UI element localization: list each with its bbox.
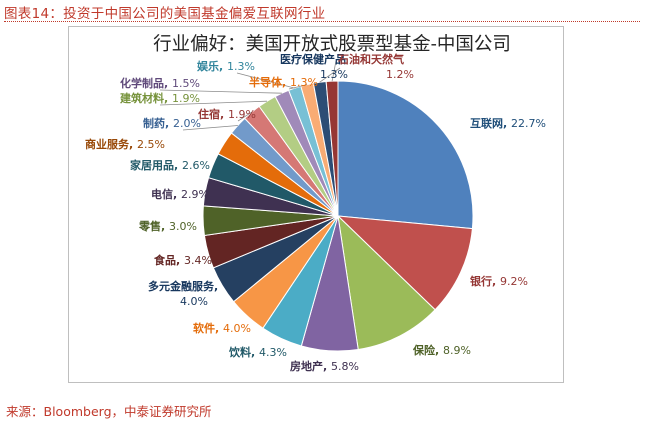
chart-title: 行业偏好：美国开放式股票型基金-中国公司 [153, 34, 511, 55]
leader-line-19 [319, 67, 341, 83]
slice-label-name: 银行, [470, 274, 500, 288]
pie-chart: 行业偏好：美国开放式股票型基金-中国公司 互联网, 22.7% 银行, 9.2% 保… [85, 34, 546, 373]
slice-label-14: 住宿, 1.9% [198, 107, 256, 121]
slice-label-name: 软件, [193, 321, 223, 335]
slice-label-13: 制药, 2.0% [143, 116, 201, 130]
slice-label-name: 石油和天然气 [337, 52, 404, 66]
slice-label-value: 2.9% [181, 188, 209, 201]
slice-label-10: 电信, 2.9% [151, 187, 209, 201]
slice-label-value: 4.0% [223, 322, 251, 335]
slice-label-name: 房地产, [290, 359, 331, 373]
slice-label-20: 石油和天然气 1.2% [337, 52, 414, 81]
leader-line-20 [331, 60, 337, 82]
chart-frame [68, 26, 564, 383]
slice-labels: 互联网, 22.7%银行, 9.2%保险, 8.9%房地产, 5.8%饮料, 4… [85, 52, 546, 373]
slice-label-name: 零售, [138, 219, 169, 233]
slice-label-value: 4.3% [259, 346, 287, 359]
slice-label-5: 饮料, 4.3% [228, 345, 287, 359]
slice-label-name: 保险, [412, 343, 443, 357]
slice-label-value: 8.9% [443, 344, 471, 357]
slice-label-value: 3.0% [169, 220, 197, 233]
slice-label-3: 保险, 8.9% [412, 343, 471, 357]
slice-label-17: 娱乐, 1.3% [197, 59, 255, 73]
slice-label-value: 22.7% [511, 117, 546, 130]
slice-label-name: 电信, [151, 187, 181, 201]
slice-label-value: 1.9% [172, 92, 200, 105]
slice-label-name: 建筑材料, [120, 91, 172, 105]
pie-slice-1 [337, 80, 474, 230]
slice-label-name: 化学制品, [120, 76, 172, 90]
slice-label-value: 1.3% [290, 76, 318, 89]
slice-label-1: 互联网, 22.7% [470, 116, 546, 130]
slice-label-value: 1.3% [320, 68, 348, 81]
slice-label-value: 1.5% [172, 77, 200, 90]
slice-label-value: 5.8% [331, 360, 359, 373]
source-note: 来源：Bloomberg，中泰证券研究所 [6, 404, 212, 419]
slice-label-value: 3.4% [184, 254, 212, 267]
leader-line-15 [159, 100, 268, 106]
pie-slice-20 [325, 80, 339, 217]
leader-line-18 [288, 84, 308, 90]
slice-label-15: 建筑材料, 1.9% [120, 91, 200, 105]
slice-label-16: 化学制品, 1.5% [120, 76, 200, 90]
leader-line-14 [237, 111, 253, 122]
slice-label-value: 4.0% [180, 295, 208, 308]
pie-slices [202, 80, 474, 352]
slice-label-name: 制药, [143, 116, 173, 130]
leader-line-16 [159, 89, 282, 94]
slice-label-9: 零售, 3.0% [138, 219, 197, 233]
slice-label-4: 房地产, 5.8% [290, 359, 359, 373]
title-divider [4, 21, 640, 22]
slice-label-2: 银行, 9.2% [470, 274, 528, 288]
slice-label-name: 医疗保健产品 [280, 52, 346, 66]
slice-label-12: 商业服务, 2.5% [85, 137, 165, 151]
slice-label-value: 2.0% [173, 117, 201, 130]
figure-title: 图表14：投资于中国公司的美国基金偏爱互联网行业 [4, 6, 326, 22]
slice-label-name: 家居用品, [130, 158, 182, 172]
leader-line-13 [182, 125, 238, 131]
leader-lines [159, 60, 341, 131]
slice-label-value: 2.5% [137, 138, 165, 151]
slice-label-name: 多元金融服务, [148, 279, 218, 293]
slice-label-value: 9.2% [500, 275, 528, 288]
slice-label-19: 医疗保健产品 1.3% [280, 52, 348, 81]
slice-label-value: 1.9% [228, 108, 256, 121]
slice-label-name: 半导体, [249, 75, 290, 89]
slice-label-6: 软件, 4.0% [193, 321, 251, 335]
slice-label-name: 商业服务, [85, 137, 137, 151]
slice-label-7: 多元金融服务, 4.0% [148, 279, 218, 308]
pie-slice-3 [337, 214, 436, 351]
leader-line-17 [236, 72, 295, 89]
slice-label-8: 食品, 3.4% [154, 253, 212, 267]
slice-label-11: 家居用品, 2.6% [130, 158, 210, 172]
slice-label-name: 饮料, [228, 345, 259, 359]
slice-label-18: 半导体, 1.3% [249, 75, 318, 89]
slice-label-name: 娱乐, [197, 59, 227, 73]
slice-label-name: 食品, [154, 253, 184, 267]
slice-label-value: 1.3% [227, 60, 255, 73]
slice-label-value: 2.6% [182, 159, 210, 172]
slice-label-value: 1.2% [386, 68, 414, 81]
slice-label-name: 互联网, [470, 116, 511, 130]
slice-label-name: 住宿, [198, 107, 228, 121]
pie-slice-2 [336, 215, 473, 311]
